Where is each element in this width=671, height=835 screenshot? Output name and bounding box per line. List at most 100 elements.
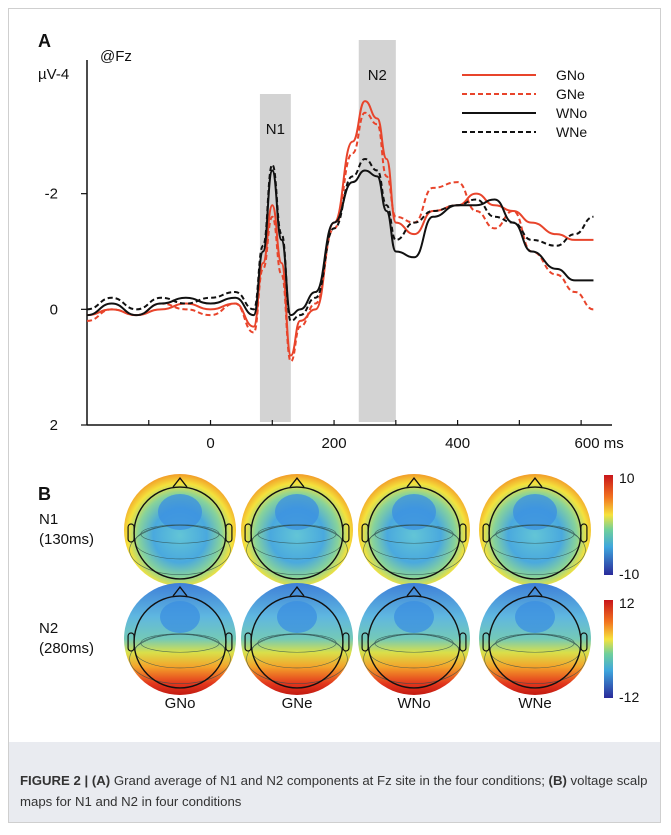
left-ear-mark [482,632,490,652]
scalp-map-contour [246,525,348,575]
scalp-map-n2-wne [479,583,591,695]
x-tick-label: 0 [206,435,214,452]
panel-b-label: B [38,484,51,504]
row-time-n1: (130ms) [39,531,94,548]
legend-label-wno: WNo [556,105,587,121]
legend-label-gne: GNe [556,86,585,102]
series-line-wne [86,157,594,322]
nose-mark [406,586,422,597]
window-label-n1: N1 [266,121,285,138]
right-ear-mark [459,523,467,543]
y-unit-label: µV-4 [38,66,69,83]
x-tick-label: 400 [445,435,470,452]
scalp-map-negative-region [394,601,434,633]
figure-frame [8,8,661,823]
colorbar-min-n1: -10 [619,566,639,582]
scalp-map-n1-wne [479,474,591,586]
scalp-map-n1-gne [241,474,353,586]
chart-axes: -2 0 2 0 200 400 600 ms [45,60,624,452]
left-ear-mark [244,632,252,652]
colorbar-max-n2: 12 [619,595,635,611]
figure-canvas: A @Fz µV-4 N1 N2 -2 0 2 0 200 400 600 ms GNo GNe… [38,31,639,712]
right-ear-mark [225,523,233,543]
nose-mark [172,586,188,597]
time-window-n2 [358,40,396,422]
legend-label-gno: GNo [556,67,585,83]
row-label-n1: N1 [39,511,58,528]
scalp-map-negative-region [513,494,557,530]
colorbar-n2 [604,600,613,698]
right-ear-mark [225,632,233,652]
left-ear-mark [127,632,135,652]
row-label-n2: N2 [39,620,58,637]
right-ear-mark [459,632,467,652]
scalp-map-fill [124,583,236,695]
column-label-gno: GNo [165,695,196,712]
colorbar-n1 [604,475,613,575]
scalp-map-negative-region [158,494,202,530]
scalp-map-contour [363,634,465,684]
y-tick-label: 2 [50,417,58,434]
caption-band [9,742,660,822]
left-ear-mark [482,523,490,543]
scalp-map-n2-wno [358,583,470,695]
right-ear-mark [342,523,350,543]
scalp-map-contour [129,525,231,575]
right-ear-mark [342,632,350,652]
nose-mark [289,586,305,597]
nose-mark [527,586,543,597]
time-windows: N1 N2 [259,40,396,422]
scalp-map-negative-region [515,601,555,633]
nose-mark [289,477,305,488]
row-time-n2: (280ms) [39,640,94,657]
panel-a-label: A [38,31,51,51]
scalp-map-fill [241,583,353,695]
right-ear-mark [580,523,588,543]
series-line-gno [86,100,594,357]
nose-mark [527,477,543,488]
scalp-map-contour [246,634,348,684]
left-ear-mark [127,523,135,543]
scalp-map-contour [129,634,231,684]
window-label-n2: N2 [368,67,387,84]
caption-b-text: voltage scalp maps for N1 and N2 in four… [20,773,648,809]
chart-series [86,100,594,363]
nose-mark [172,477,188,488]
y-tick-label: -2 [45,186,58,203]
scalp-map-n2-gno [124,583,236,695]
scalp-map-negative-region [392,494,436,530]
left-ear-mark [361,632,369,652]
scalp-map-contour [484,634,586,684]
scalp-map-n1-gno [124,474,236,586]
chart-legend: GNo GNe WNo WNe [462,67,587,140]
series-line-wno [86,169,594,317]
column-label-wno: WNo [397,695,430,712]
series-line-gne [86,111,594,363]
left-ear-mark [361,523,369,543]
right-ear-mark [580,632,588,652]
y-tick-label: 0 [50,301,58,318]
scalp-map-negative-region [277,601,317,633]
left-ear-mark [244,523,252,543]
scalp-map-fill [479,583,591,695]
site-label: @Fz [100,48,132,65]
caption-a-tag: (A) [91,773,111,788]
caption-b-tag: (B) [548,773,567,788]
colorbar-min-n2: -12 [619,689,639,705]
column-label-wne: WNe [518,695,551,712]
scalp-map-negative-region [160,601,200,633]
scalp-map-negative-region [275,494,319,530]
scalp-map-contour [363,525,465,575]
scalp-map-contour [484,525,586,575]
nose-mark [406,477,422,488]
scalp-map-fill [358,583,470,695]
x-tick-label: 200 [322,435,347,452]
x-tick-label: 600 ms [575,435,624,452]
scalp-maps: N1 (130ms) 10 -10 N2 (280ms) 12 -12 GNo GNe WNo WNe [39,470,639,712]
scalp-map-n2-gne [241,583,353,695]
column-label-gne: GNe [282,695,313,712]
colorbar-max-n1: 10 [619,470,635,486]
scalp-map-n1-wno [358,474,470,586]
figure-caption: FIGURE 2 | (A) Grand average of N1 and N… [20,770,650,812]
caption-figure-number: FIGURE 2 | [20,773,89,788]
